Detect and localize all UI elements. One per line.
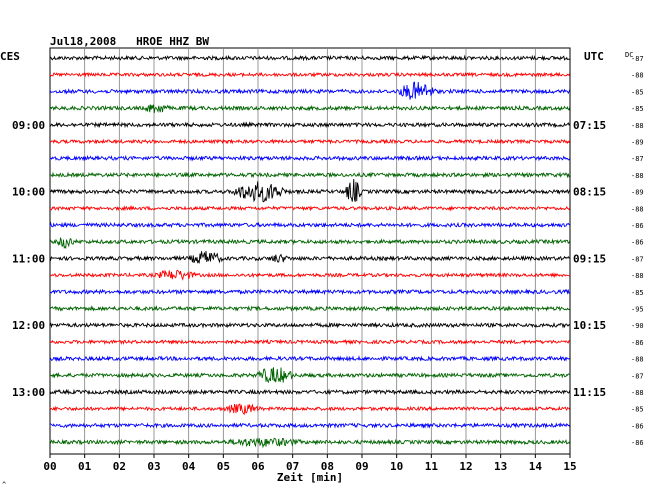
x-tick-label: 09: [355, 460, 368, 473]
x-axis-ticks: 00 01 02 03 04 05 06 07 08 09 10 11 12 13 14 15: [43, 454, 577, 473]
trace-group: [49, 54, 571, 449]
dc-value: -89: [631, 189, 644, 197]
trace-row-14: [49, 288, 570, 296]
dc-value: -90: [631, 322, 644, 330]
x-tick-label: 10: [390, 460, 403, 473]
plot-frame: [49, 47, 571, 455]
left-zone-label: CES: [0, 50, 20, 63]
footer-mark: ^: [2, 481, 6, 489]
trace-row-16: [49, 321, 570, 329]
dc-value: -86: [631, 239, 644, 247]
right-zone-label: UTC: [584, 50, 604, 63]
right-time-label: 08:15: [573, 186, 606, 199]
trace-row-10: [49, 221, 570, 229]
trace-row-0: [49, 54, 571, 62]
left-time-label: 10:00: [12, 186, 45, 199]
dc-header-label: DC: [625, 51, 633, 59]
dc-value: -86: [631, 439, 644, 447]
trace-row-7: [49, 171, 571, 179]
trace-row-22: [49, 421, 571, 429]
x-tick-label: 03: [147, 460, 160, 473]
left-time-label: 09:00: [12, 119, 45, 132]
right-time-label: 09:15: [573, 252, 606, 265]
trace-row-20: [49, 388, 571, 396]
grid-lines: [84, 48, 536, 454]
x-tick-label: 05: [217, 460, 230, 473]
trace-row-13: [49, 269, 570, 281]
dc-value: -89: [631, 139, 644, 147]
left-time-label: 11:00: [12, 252, 45, 265]
dc-value: -87: [631, 372, 644, 380]
x-tick-label: 13: [494, 460, 507, 473]
right-time-label: 10:15: [573, 319, 606, 332]
x-tick-label: 02: [113, 460, 126, 473]
dc-value: -88: [631, 205, 644, 213]
left-time-labels: 09:00 10:00 11:00 12:00 13:00: [12, 119, 45, 399]
trace-row-3: [49, 104, 571, 114]
trace-row-17: [49, 338, 571, 346]
right-time-label: 11:15: [573, 386, 606, 399]
plot-title: Jul18,2008 HROE HHZ BW: [50, 35, 209, 48]
dc-value: -88: [631, 172, 644, 180]
trace-row-18: [49, 355, 571, 363]
trace-row-9: [49, 205, 571, 212]
x-tick-label: 11: [425, 460, 439, 473]
x-tick-label: 08: [321, 460, 334, 473]
dc-value: -85: [631, 289, 644, 297]
trace-row-8: [49, 179, 571, 203]
dc-value: -88: [631, 389, 644, 397]
x-axis-label: Zeit [min]: [277, 471, 343, 484]
trace-row-2: [49, 81, 571, 100]
dc-value: -87: [631, 255, 644, 263]
dc-value: -88: [631, 122, 644, 130]
x-tick-label: 06: [251, 460, 265, 473]
right-time-labels: 07:15 08:15 09:15 10:15 11:15: [573, 119, 606, 399]
dc-value: -95: [631, 306, 644, 314]
x-tick-label: 07: [286, 460, 299, 473]
dc-value: -85: [631, 406, 644, 414]
left-time-label: 13:00: [12, 386, 45, 399]
trace-row-11: [49, 237, 571, 250]
trace-row-6: [49, 154, 571, 162]
trace-row-19: [49, 367, 570, 384]
trace-row-4: [49, 121, 571, 129]
dc-value: -86: [631, 222, 644, 230]
dc-value: -86: [631, 422, 644, 430]
x-tick-label: 14: [529, 460, 543, 473]
dc-value-labels: -87 -88 -85 -85 -88 -89 -87 -88 -89 -88 -86 -86 -87 -…: [631, 55, 644, 447]
x-tick-label: 15: [563, 460, 576, 473]
right-time-label: 07:15: [573, 119, 606, 132]
dc-value: -87: [631, 155, 644, 163]
dc-value: -85: [631, 105, 644, 113]
trace-row-1: [49, 71, 571, 78]
dc-value: -88: [631, 356, 644, 364]
x-tick-label: 04: [182, 460, 196, 473]
trace-row-15: [49, 304, 571, 312]
dc-value: -88: [631, 272, 644, 280]
dc-value: -86: [631, 339, 644, 347]
x-tick-label: 00: [43, 460, 56, 473]
left-time-label: 12:00: [12, 319, 45, 332]
trace-row-21: [49, 403, 571, 416]
x-tick-label: 12: [459, 460, 472, 473]
dc-value: -88: [631, 72, 644, 80]
trace-row-12: [49, 250, 571, 264]
dc-value: -85: [631, 88, 644, 96]
trace-row-5: [49, 138, 571, 145]
trace-row-23: [49, 437, 571, 449]
dc-value: -87: [631, 55, 644, 63]
x-tick-label: 01: [78, 460, 92, 473]
